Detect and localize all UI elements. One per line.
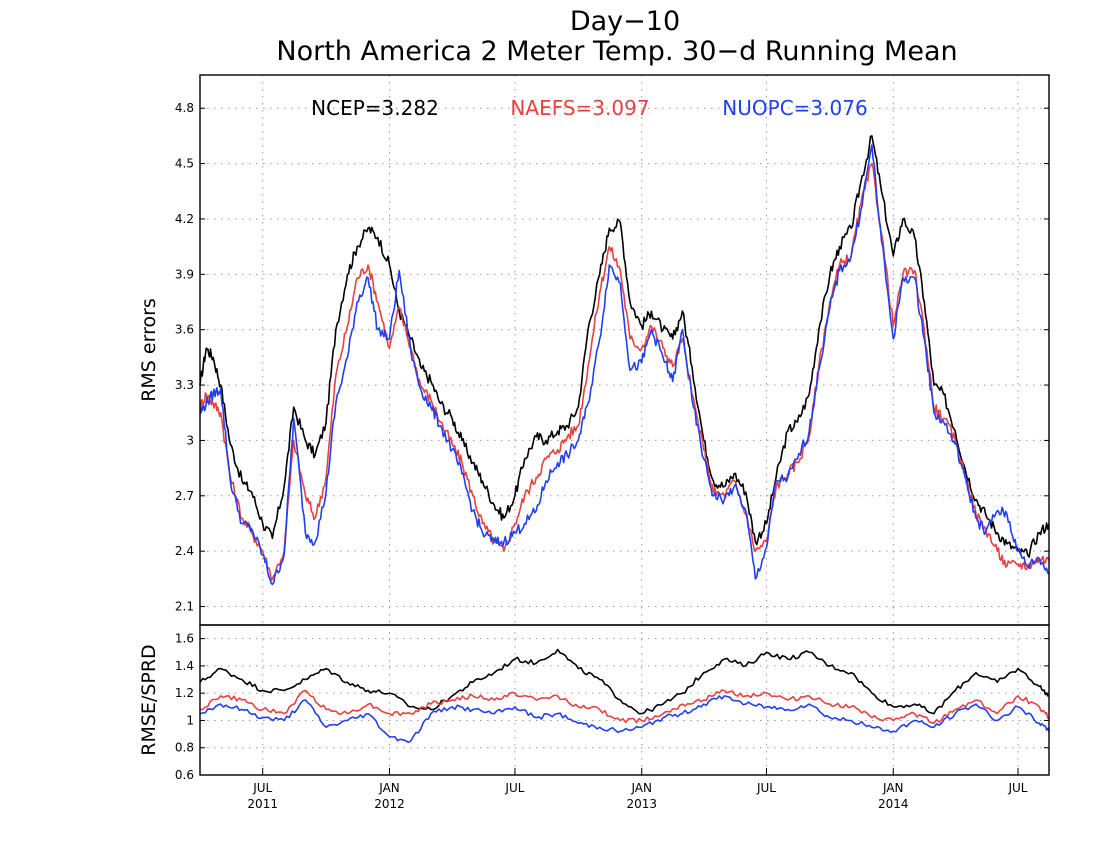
y-tick-label: 3	[186, 433, 194, 447]
y-axis-label: RMS errors	[138, 298, 160, 402]
legend-entry: NCEP=3.282	[311, 96, 439, 120]
x-tick-month: JAN	[630, 781, 652, 795]
top-panel-frame	[199, 74, 1050, 626]
y-tick-label: 1.6	[175, 632, 194, 646]
y-tick-label: 3.9	[175, 267, 194, 281]
y-tick-label: 4.5	[175, 157, 194, 171]
x-tick-year: 2014	[878, 797, 909, 811]
x-tick-month: JUL	[1007, 781, 1027, 795]
x-tick-month: JUL	[756, 781, 776, 795]
y-tick-label: 4.8	[175, 101, 194, 115]
y-tick-label: 1.4	[175, 659, 194, 673]
x-tick-month: JAN	[882, 781, 904, 795]
x-tick-month: JAN	[378, 781, 400, 795]
x-axis: JUL 2011 JAN 2012 JUL JAN 2013 JUL JAN 2014 JUL	[247, 768, 1028, 811]
legend-entry: NAEFS=3.097	[510, 96, 649, 120]
series-line-0	[199, 135, 1050, 558]
series-line-2	[199, 695, 1050, 744]
y-tick-label: 1.2	[175, 686, 194, 700]
y-tick-label: 2.1	[175, 600, 194, 614]
y-tick-label: 4.2	[175, 212, 194, 226]
chart-title-line2: North America 2 Meter Temp. 30−d Running…	[276, 36, 957, 67]
y-tick-label: 0.8	[175, 741, 194, 755]
series-line-1	[200, 689, 1050, 725]
series-line-2	[199, 144, 1050, 586]
series-line-1	[199, 162, 1050, 582]
y-axis-label: RMSE/SPRD	[138, 644, 160, 755]
x-tick-year: 2011	[247, 797, 278, 811]
x-tick-month: JUL	[252, 781, 272, 795]
y-tick-label: 3.3	[175, 378, 194, 392]
y-tick-label: 1	[186, 713, 194, 727]
x-tick-month: JUL	[504, 781, 524, 795]
y-tick-label: 3.6	[175, 323, 194, 337]
rmse-sprd-panel: 0.6 0.8 1 1.2 1.4 1.6 RMSE/SPRD	[138, 624, 1050, 782]
y-tick-label: 2.7	[175, 489, 194, 503]
legend-entry: NUOPC=3.076	[722, 96, 867, 120]
y-tick-label: 0.6	[175, 768, 194, 782]
chart-title-line1: Day−10	[570, 6, 680, 37]
y-tick-label: 2.4	[175, 544, 194, 558]
x-tick-year: 2013	[626, 797, 657, 811]
bottom-panel-frame	[199, 624, 1050, 776]
x-tick-year: 2012	[374, 797, 405, 811]
rms-errors-panel: 2.1 2.4 2.7 3 3.3 3.6 3.9 4.2 4.5 4.8 RMS errors NC…	[138, 74, 1050, 626]
series-line-0	[199, 648, 1049, 715]
